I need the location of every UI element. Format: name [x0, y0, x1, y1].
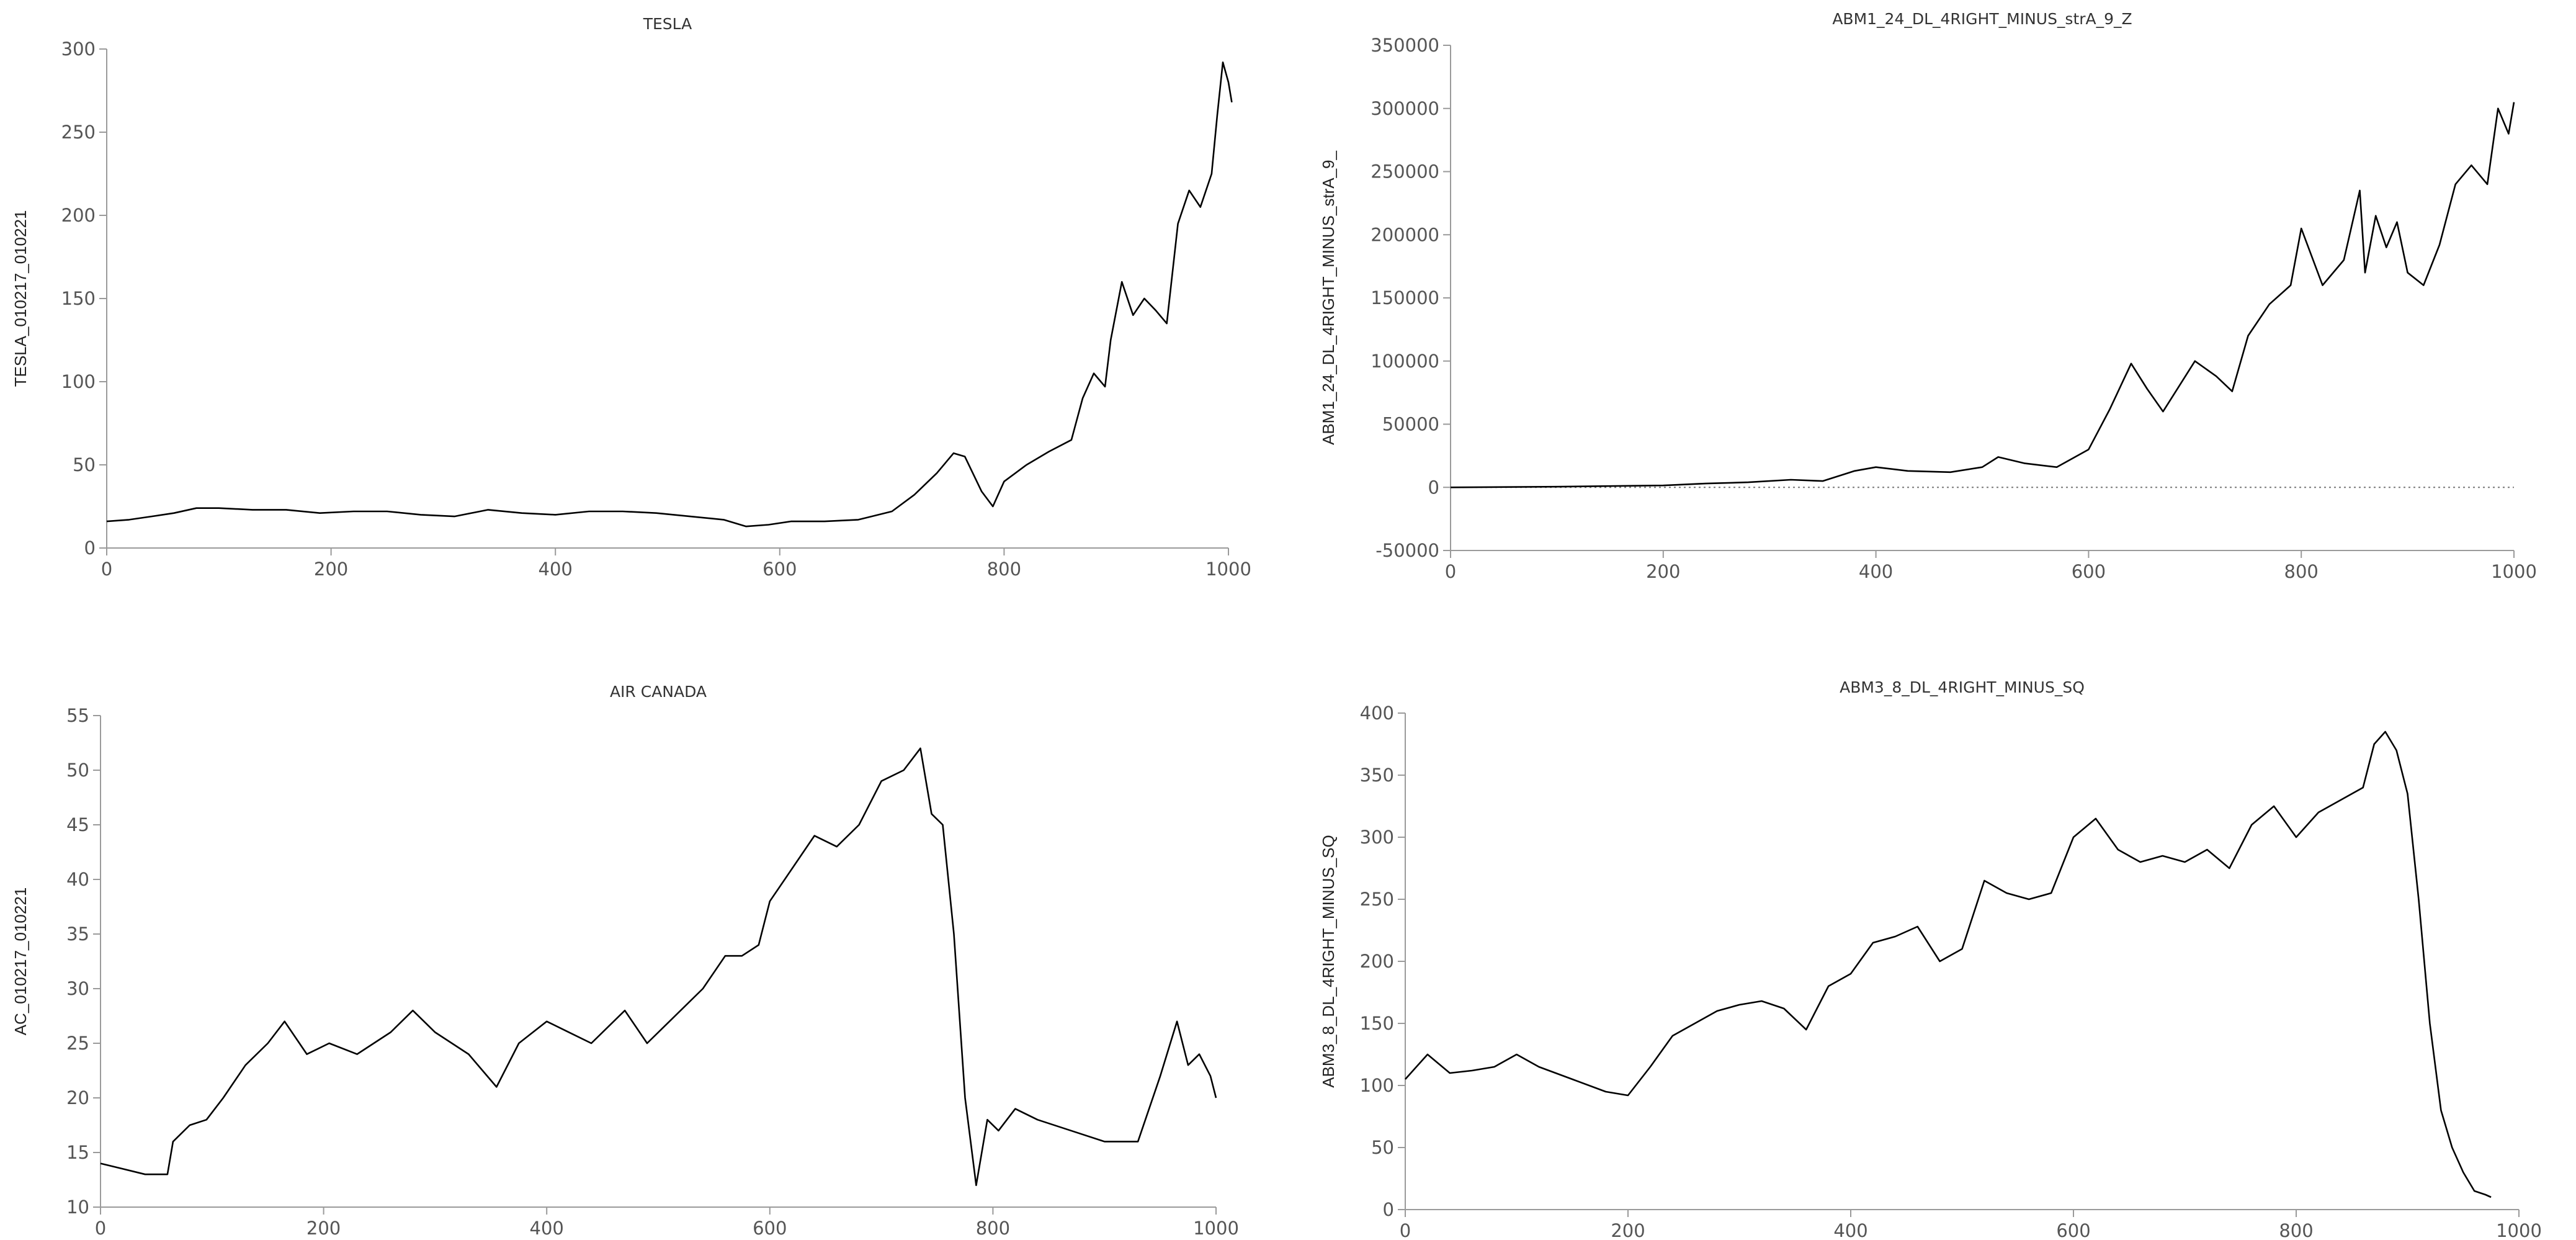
- abm3-y-tick-label: 150: [1360, 1013, 1394, 1034]
- tesla-x-tick-label: 800: [987, 559, 1021, 580]
- abm1-y-tick-label: 100000: [1371, 351, 1439, 372]
- air-canada-y-tick-label: 55: [66, 705, 89, 726]
- tesla-y-tick-label: 200: [61, 205, 96, 226]
- air-canada-y-tick-label: 20: [66, 1087, 89, 1108]
- tesla-x-tick-label: 0: [101, 559, 112, 580]
- abm1-y-axis-label: ABM1_24_DL_4RIGHT_MINUS_strA_9_: [1319, 150, 1338, 445]
- air-canada-title: AIR CANADA: [610, 683, 707, 701]
- tesla-x-tick-label: 600: [763, 559, 797, 580]
- tesla-y-axis-label: TESLA_010217_010221: [11, 210, 30, 387]
- air-canada-x-tick-label: 800: [976, 1218, 1010, 1239]
- air-canada-y-tick-label: 45: [66, 814, 89, 835]
- abm3-x-tick-label: 1000: [2496, 1220, 2542, 1240]
- air-canada-panel: AIR CANADA AC_010217_010221 10 15 20 25 30 35 40…: [11, 683, 1239, 1239]
- abm3-y-tick-label: 200: [1360, 951, 1394, 972]
- abm3-x-tick-label: 0: [1400, 1220, 1411, 1240]
- tesla-title: TESLA: [643, 15, 692, 33]
- abm1-panel: ABM1_24_DL_4RIGHT_MINUS_strA_9_Z ABM1_24_…: [1319, 10, 2537, 582]
- abm3-y-axis-label: ABM3_8_DL_4RIGHT_MINUS_SQ: [1319, 835, 1338, 1087]
- abm1-x-tick-label: 800: [2284, 561, 2319, 582]
- abm3-x-tick-label: 800: [2279, 1220, 2313, 1240]
- abm3-y-tick-label: 50: [1371, 1137, 1394, 1158]
- tesla-y-tick-label: 50: [73, 454, 96, 475]
- abm1-y-tick-label: -50000: [1375, 540, 1439, 561]
- abm3-y-tick-label: 0: [1383, 1199, 1394, 1220]
- abm1-x-tick-label: 600: [2072, 561, 2106, 582]
- abm1-series-line: [1450, 102, 2515, 488]
- abm1-y-tick-label: 50000: [1382, 414, 1439, 435]
- air-canada-x-tick-label: 200: [306, 1218, 341, 1239]
- abm1-title: ABM1_24_DL_4RIGHT_MINUS_strA_9_Z: [1832, 10, 2132, 28]
- tesla-y-tick-label: 250: [61, 122, 96, 143]
- tesla-panel: TESLA TESLA_010217_010221 0 50 100 150 200 250 3…: [11, 15, 1251, 580]
- air-canada-y-tick-label: 25: [66, 1033, 89, 1054]
- abm1-y-tick-label: 250000: [1371, 161, 1439, 182]
- air-canada-y-tick-label: 40: [66, 869, 89, 890]
- air-canada-y-tick-label: 15: [66, 1142, 89, 1163]
- abm1-x-tick-label: 200: [1646, 561, 1680, 582]
- abm1-y-tick-label: 150000: [1371, 287, 1439, 308]
- abm1-y-tick-label: 200000: [1371, 224, 1439, 245]
- abm1-x-tick-label: 0: [1445, 561, 1456, 582]
- tesla-x-tick-label: 400: [539, 559, 573, 580]
- abm3-y-tick-label: 300: [1360, 827, 1394, 848]
- tesla-x-tick-label: 200: [314, 559, 348, 580]
- abm3-x-tick-label: 400: [1833, 1220, 1867, 1240]
- abm3-title: ABM3_8_DL_4RIGHT_MINUS_SQ: [1840, 678, 2085, 696]
- air-canada-x-tick-label: 400: [530, 1218, 564, 1239]
- tesla-y-tick-label: 0: [84, 537, 96, 559]
- tesla-y-tick-label: 100: [61, 371, 96, 392]
- air-canada-x-tick-label: 0: [95, 1218, 106, 1239]
- tesla-x-tick-label: 1000: [1205, 559, 1251, 580]
- air-canada-y-tick-label: 30: [66, 978, 89, 999]
- air-canada-y-tick-label: 35: [66, 923, 89, 945]
- abm3-y-tick-label: 100: [1360, 1075, 1394, 1096]
- tesla-y-tick-label: 300: [61, 38, 96, 60]
- air-canada-x-tick-label: 1000: [1193, 1218, 1239, 1239]
- abm3-y-tick-label: 250: [1360, 889, 1394, 910]
- air-canada-y-tick-label: 50: [66, 760, 89, 781]
- abm1-y-tick-label: 350000: [1371, 35, 1439, 56]
- abm1-y-tick-label: 0: [1428, 477, 1439, 498]
- tesla-series-line: [106, 61, 1233, 528]
- abm3-y-tick-label: 350: [1360, 765, 1394, 786]
- abm3-series-line: [1405, 730, 2492, 1198]
- air-canada-series-line: [100, 747, 1217, 1187]
- abm1-y-tick-label: 300000: [1371, 98, 1439, 119]
- air-canada-x-tick-label: 600: [753, 1218, 787, 1239]
- abm1-x-tick-label: 1000: [2491, 561, 2537, 582]
- abm1-x-tick-label: 400: [1859, 561, 1893, 582]
- tesla-y-tick-label: 150: [61, 288, 96, 309]
- abm3-y-tick-label: 400: [1360, 703, 1394, 724]
- air-canada-y-tick-label: 10: [66, 1197, 89, 1218]
- air-canada-y-axis-label: AC_010217_010221: [11, 887, 30, 1036]
- abm3-x-tick-label: 600: [2056, 1220, 2090, 1240]
- abm3-panel: ABM3_8_DL_4RIGHT_MINUS_SQ ABM3_8_DL_4RIGH…: [1319, 678, 2542, 1240]
- abm3-x-tick-label: 200: [1611, 1220, 1645, 1240]
